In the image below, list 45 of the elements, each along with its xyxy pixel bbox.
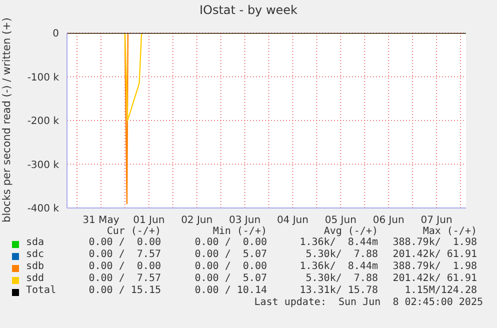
text: Avg (-/+) [324,226,378,237]
text: 201.42k/ 61.91 [392,249,477,260]
x-tick-label: 01 Jun [133,215,165,226]
text: 0.00 / 0.00 [194,237,267,248]
x-tick-label: 07 Jun [420,215,452,226]
text: 0.00 / 5.07 [194,273,267,284]
legend-label: sdc [26,249,44,260]
legend-label: sdd [26,273,44,284]
text: 5.30k/ 7.88 [306,273,378,284]
text: 0.00 / 7.57 [88,273,161,284]
text: 201.42k/ 61.91 [392,273,477,284]
x-tick-label: 05 Jun [324,215,356,226]
text: 0.00 / 0.00 [88,237,161,248]
chart-title: IOstat - by week [198,3,299,17]
x-tick-label: 06 Jun [372,215,404,226]
text: 5.30k/ 7.88 [306,249,378,260]
text: Max (-/+) [422,226,477,237]
y-tick-label: -400 k [27,204,60,215]
text: 1.36k/ 8.44m [300,237,378,248]
text: 0.00 / 5.07 [194,249,267,260]
text: 0.00 / 10.14 [194,285,267,296]
y-tick-label: -100 k [27,72,60,84]
text: 0.00 / 0.00 [194,261,267,272]
text: 0.00 / 7.57 [88,249,161,260]
x-tick-label: 31 May [82,215,120,226]
y-tick-label: -300 k [27,160,60,171]
text: 1.15M/124.28 [404,285,477,296]
x-tick-label: 02 Jun [181,215,213,226]
y-axis-title: blocks per second read (-) / written (+) [1,18,13,222]
text: 0.00 / 0.00 [88,261,161,272]
legend-label: sdb [26,261,44,272]
y-tick-label: -200 k [27,116,60,128]
legend-label: Total [26,285,56,296]
text: Last update: Sun Jun 8 02:45:00 2025 [254,297,483,308]
text: 388.79k/ 1.98 [392,261,477,272]
text: Min (-/+) [212,226,267,237]
x-tick-label: 03 Jun [229,215,261,226]
legend-label: sda [26,237,44,248]
text: 0.00 / 15.15 [88,285,161,296]
text: 13.31k/ 15.78 [300,285,378,296]
y-tick-label: 0 [52,28,59,40]
x-tick-label: 04 Jun [276,215,308,226]
text: Cur (-/+) [106,226,161,237]
text: 1.36k/ 8.44m [300,261,378,272]
text: 388.79k/ 1.98 [392,237,477,248]
